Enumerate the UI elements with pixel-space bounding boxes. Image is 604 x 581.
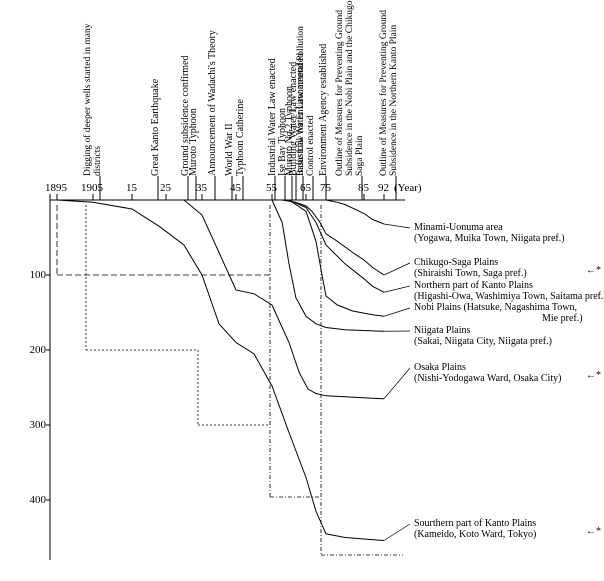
event-label: Environment Agency established — [318, 44, 329, 176]
y-tick: 300 — [18, 419, 46, 431]
series-sublabel: (Nishi-Yodogawa Ward, Osaka City) — [414, 373, 561, 384]
subsidence-chart: Digging of deeper wells started in manyd… — [0, 0, 604, 581]
x-tick: 85 — [358, 182, 369, 194]
event-label: Outline of Measures for Preventing Groun… — [335, 16, 365, 176]
series-label: Osaka Plains — [414, 362, 466, 373]
event-label: Announcement of Wadachi's Theory — [207, 30, 218, 176]
x-tick: 45 — [230, 182, 241, 194]
x-tick: 65 — [300, 182, 311, 194]
series-sublabel: (Kameido, Koto Ward, Tokyo) — [414, 529, 536, 540]
x-tick: 25 — [160, 182, 171, 194]
x-tick: 1905 — [81, 182, 103, 194]
event-label: Typhoon Catherine — [235, 99, 246, 176]
y-tick: 200 — [18, 344, 46, 356]
x-tick: 55 — [266, 182, 277, 194]
series-sublabel: (Sakai, Niigata City, Niigata pref.) — [414, 336, 552, 347]
footnote-marker: ←* — [586, 526, 601, 537]
series-label: Sourthern part of Kanto Plains — [414, 518, 536, 529]
event-labels: Digging of deeper wells started in manyd… — [0, 0, 604, 176]
x-tick: 15 — [126, 182, 137, 194]
series-label: Chikugo-Saga Plains — [414, 257, 498, 268]
series-sublabel: (Shiraishi Town, Saga pref.) — [414, 268, 527, 279]
series-sublabel: Mie pref.) — [542, 313, 583, 324]
x-tick: 92 — [378, 182, 389, 194]
y-tick: 400 — [18, 494, 46, 506]
y-tick: 100 — [18, 269, 46, 281]
series-label: Minami-Uonuma area — [414, 222, 503, 233]
event-label: Great Kanto Earthquake — [150, 79, 161, 176]
event-label: World War II — [224, 123, 235, 176]
series-label: Niigata Plains — [414, 325, 470, 336]
x-tick: 75 — [320, 182, 331, 194]
footnote-marker: ←* — [586, 370, 601, 381]
event-label: Muroto Typhoon — [188, 108, 199, 176]
series-sublabel: (Yogawa, Muika Town, Niigata pref.) — [414, 233, 565, 244]
x-axis-unit: (Year) — [394, 182, 422, 194]
x-tick: 1895 — [45, 182, 67, 194]
series-sublabel: (Higashi-Owa, Washimiya Town, Saitama pr… — [414, 291, 604, 302]
footnote-marker: ←* — [586, 265, 601, 276]
event-label: Basic Law for Environmental PollutionCon… — [296, 16, 316, 176]
event-label: Outline of Measures for Preventing Groun… — [379, 16, 399, 176]
x-tick: 35 — [196, 182, 207, 194]
series-label: Northern part of Kanto Plains — [414, 280, 533, 291]
event-label: Digging of deeper wells started in manyd… — [83, 16, 103, 176]
series-label: Nobi Plains (Hatsuke, Nagashima Town, — [414, 302, 577, 313]
